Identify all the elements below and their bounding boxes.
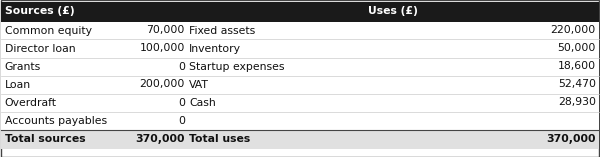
Text: Overdraft: Overdraft — [5, 97, 57, 108]
Text: 0: 0 — [178, 116, 185, 125]
FancyBboxPatch shape — [1, 94, 599, 111]
Text: Loan: Loan — [5, 79, 31, 89]
Text: Total uses: Total uses — [189, 134, 250, 144]
Text: Cash: Cash — [189, 97, 216, 108]
FancyBboxPatch shape — [1, 130, 599, 149]
FancyBboxPatch shape — [1, 40, 599, 57]
Text: Startup expenses: Startup expenses — [189, 62, 284, 71]
Text: Inventory: Inventory — [189, 43, 241, 54]
Text: 50,000: 50,000 — [557, 43, 596, 54]
Text: Common equity: Common equity — [5, 25, 92, 35]
Text: Accounts payables: Accounts payables — [5, 116, 107, 125]
Text: 28,930: 28,930 — [558, 97, 596, 108]
Text: Grants: Grants — [5, 62, 41, 71]
Text: 52,470: 52,470 — [558, 79, 596, 89]
Text: 18,600: 18,600 — [557, 62, 596, 71]
FancyBboxPatch shape — [1, 57, 599, 76]
Text: Uses (£): Uses (£) — [368, 6, 418, 16]
Text: Total sources: Total sources — [5, 134, 85, 144]
Text: Fixed assets: Fixed assets — [189, 25, 255, 35]
Text: 370,000: 370,000 — [136, 134, 185, 144]
Text: 0: 0 — [178, 62, 185, 71]
Text: 70,000: 70,000 — [146, 25, 185, 35]
FancyBboxPatch shape — [1, 111, 599, 130]
FancyBboxPatch shape — [1, 2, 599, 22]
Text: 220,000: 220,000 — [551, 25, 596, 35]
Text: Sources (£): Sources (£) — [5, 6, 74, 16]
Text: VAT: VAT — [189, 79, 209, 89]
Text: 100,000: 100,000 — [139, 43, 185, 54]
Text: 0: 0 — [178, 97, 185, 108]
Text: 200,000: 200,000 — [139, 79, 185, 89]
FancyBboxPatch shape — [1, 76, 599, 94]
Text: 370,000: 370,000 — [546, 134, 596, 144]
Text: Director loan: Director loan — [5, 43, 76, 54]
FancyBboxPatch shape — [1, 22, 599, 40]
